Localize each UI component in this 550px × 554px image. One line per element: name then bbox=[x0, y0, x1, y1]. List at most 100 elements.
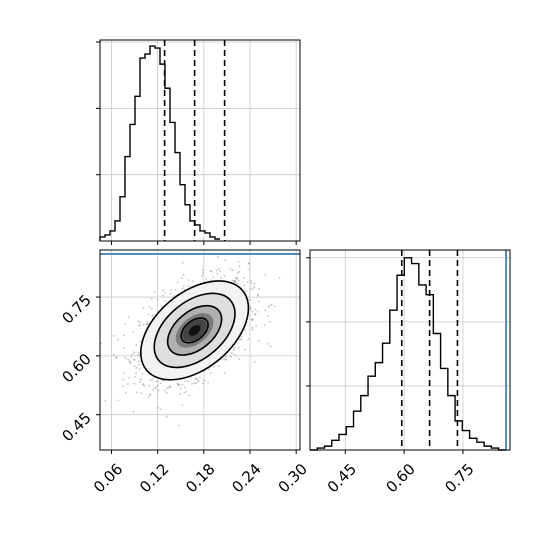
sample-point bbox=[246, 280, 249, 283]
sample-point bbox=[251, 319, 253, 322]
sample-point bbox=[127, 358, 129, 361]
sample-point bbox=[187, 279, 190, 281]
sample-point bbox=[234, 281, 236, 284]
sample-point bbox=[133, 375, 136, 378]
sample-point bbox=[252, 318, 254, 321]
sample-point bbox=[133, 358, 136, 361]
sample-point bbox=[267, 343, 269, 345]
sample-point bbox=[145, 323, 148, 326]
sample-point bbox=[135, 366, 138, 369]
sample-point bbox=[169, 385, 172, 388]
density-content bbox=[93, 250, 300, 450]
hist-y-frame bbox=[309, 249, 511, 451]
sample-point bbox=[244, 348, 246, 351]
sample-point bbox=[93, 368, 95, 370]
sample-point bbox=[266, 315, 269, 318]
sample-point bbox=[237, 279, 240, 282]
sample-point bbox=[137, 360, 140, 363]
sample-point bbox=[254, 313, 257, 315]
sample-point bbox=[139, 378, 142, 381]
sample-point bbox=[181, 287, 184, 290]
sample-point bbox=[244, 328, 247, 331]
sample-point bbox=[151, 377, 154, 380]
sample-point bbox=[148, 396, 150, 399]
sample-point bbox=[148, 305, 151, 308]
sample-point bbox=[143, 384, 146, 387]
sample-point bbox=[263, 324, 266, 326]
sample-point bbox=[231, 269, 234, 272]
sample-point bbox=[236, 272, 239, 274]
sample-point bbox=[251, 328, 254, 331]
sample-point bbox=[250, 318, 253, 321]
sample-point bbox=[162, 294, 164, 297]
sample-point bbox=[195, 377, 198, 380]
histogram-step-x bbox=[99, 45, 220, 241]
sample-point bbox=[256, 293, 259, 296]
sample-point bbox=[177, 383, 180, 386]
sample-point bbox=[234, 279, 237, 282]
sample-point bbox=[135, 344, 138, 346]
sample-point bbox=[176, 281, 179, 284]
sample-point bbox=[230, 355, 232, 358]
sample-point bbox=[132, 331, 134, 334]
contour-line bbox=[166, 304, 223, 356]
sample-point bbox=[217, 268, 220, 270]
sample-point bbox=[139, 340, 142, 342]
sample-point bbox=[182, 274, 185, 276]
sample-point bbox=[212, 276, 215, 278]
histogram-panel-x bbox=[96, 39, 301, 245]
sample-point bbox=[230, 352, 233, 355]
sample-point bbox=[152, 388, 155, 391]
sample-point bbox=[264, 309, 267, 312]
sample-point bbox=[117, 399, 120, 402]
sample-point bbox=[141, 372, 144, 375]
sample-point bbox=[177, 384, 180, 387]
sample-point bbox=[131, 353, 134, 356]
sample-point bbox=[249, 308, 252, 310]
sample-point bbox=[267, 305, 270, 308]
sample-point bbox=[149, 394, 152, 396]
sample-point bbox=[126, 383, 129, 385]
sample-point bbox=[237, 260, 240, 263]
sample-point bbox=[195, 382, 198, 384]
sample-point bbox=[149, 379, 152, 381]
sample-point bbox=[133, 358, 135, 361]
sample-point bbox=[250, 279, 253, 282]
sample-point bbox=[115, 356, 118, 359]
sample-point bbox=[159, 382, 162, 385]
sample-point bbox=[153, 290, 156, 293]
sample-point bbox=[247, 262, 250, 265]
sample-point bbox=[137, 354, 139, 357]
sample-point bbox=[139, 324, 142, 326]
sample-point bbox=[218, 365, 220, 368]
sample-point bbox=[209, 270, 212, 273]
sample-point bbox=[249, 305, 252, 308]
sample-point bbox=[249, 288, 252, 290]
sample-point bbox=[156, 406, 159, 409]
sample-point bbox=[193, 382, 196, 385]
sample-point bbox=[216, 272, 219, 275]
sample-point bbox=[146, 323, 149, 326]
sample-point bbox=[112, 334, 115, 337]
sample-point bbox=[243, 276, 246, 279]
sample-point bbox=[169, 292, 172, 295]
sample-point bbox=[247, 337, 250, 340]
sample-point bbox=[156, 384, 159, 387]
sample-point bbox=[170, 289, 173, 292]
sample-point bbox=[159, 408, 162, 411]
sample-point bbox=[167, 386, 170, 389]
sample-point bbox=[197, 379, 200, 382]
sample-point bbox=[215, 269, 218, 272]
sample-point bbox=[268, 304, 271, 307]
sample-point bbox=[254, 314, 256, 316]
sample-point bbox=[264, 273, 267, 276]
sample-point bbox=[269, 345, 272, 348]
sample-point bbox=[138, 364, 141, 366]
sample-point bbox=[163, 389, 166, 392]
sample-point bbox=[136, 391, 138, 394]
sample-point bbox=[201, 269, 204, 272]
sample-point bbox=[146, 320, 149, 323]
sample-point bbox=[234, 280, 237, 282]
sample-point bbox=[205, 278, 207, 280]
sample-point bbox=[191, 383, 193, 385]
